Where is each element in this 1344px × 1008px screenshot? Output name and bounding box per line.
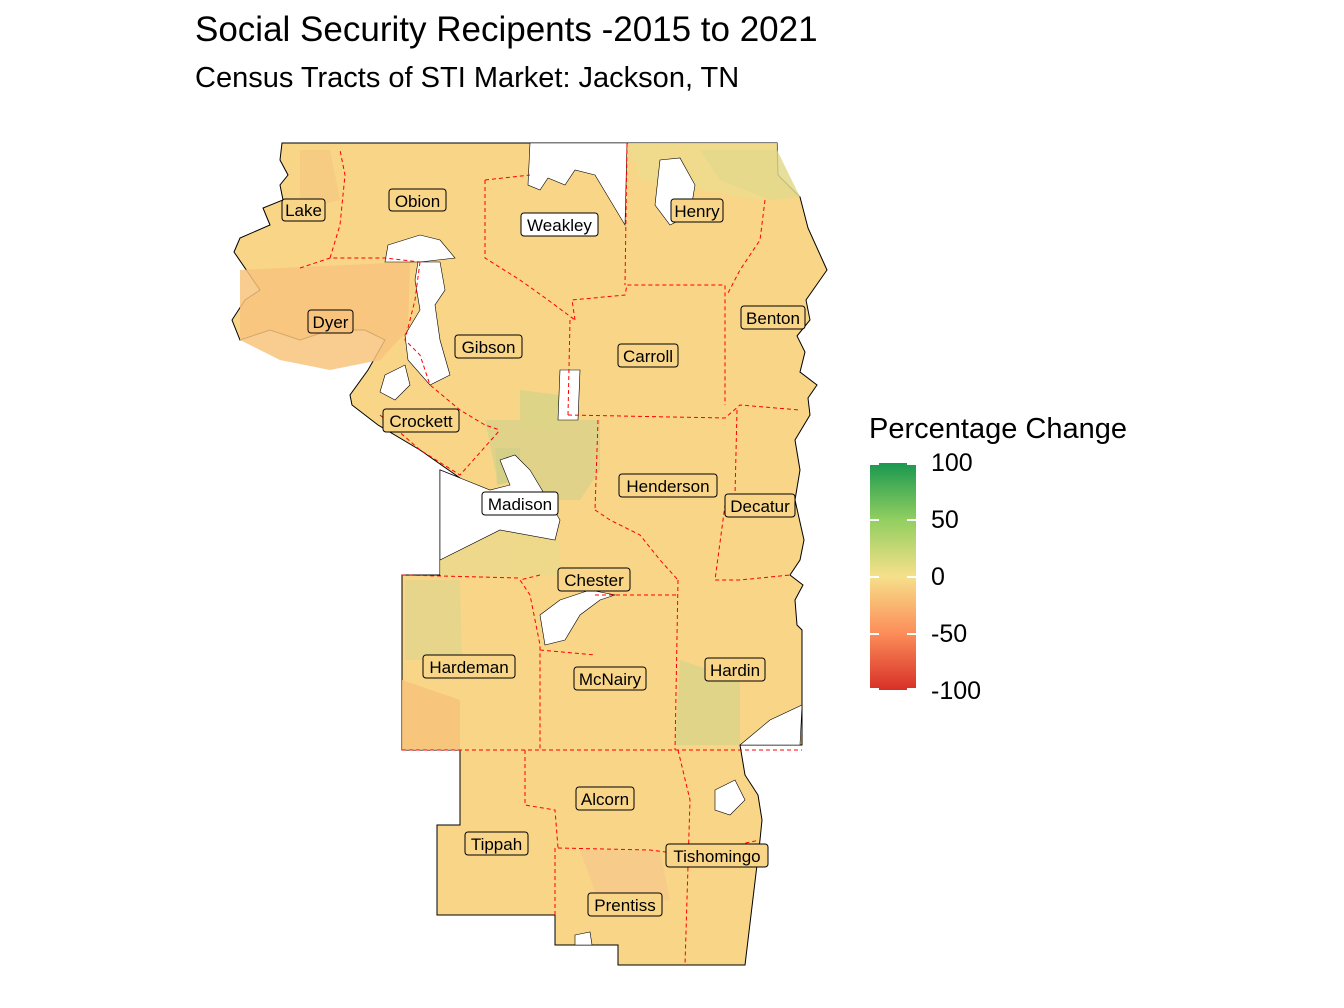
county-label-gibson: Gibson — [454, 334, 523, 359]
county-label-tippah: Tippah — [464, 831, 529, 856]
county-name: Henderson — [626, 477, 709, 496]
county-label-crockett: Crockett — [382, 408, 460, 433]
legend-tick — [907, 576, 916, 578]
chart-title: Social Security Recipents -2015 to 2021 — [195, 10, 818, 49]
county-label-dyer: Dyer — [307, 309, 354, 334]
county-label-weakley: Weakley — [520, 212, 599, 237]
legend-tick — [907, 463, 916, 465]
county-label-obion: Obion — [388, 188, 447, 212]
county-name: Tishomingo — [673, 847, 760, 866]
legend-tick — [907, 633, 916, 635]
county-name: Chester — [564, 571, 624, 590]
county-label-carroll: Carroll — [617, 343, 679, 368]
legend-tick-label: 50 — [931, 506, 959, 534]
chart-subtitle: Census Tracts of STI Market: Jackson, TN — [195, 62, 740, 94]
county-name: Crockett — [389, 412, 453, 431]
county-label-madison: Madison — [481, 491, 559, 516]
county-name: Decatur — [730, 497, 790, 516]
county-name: Dyer — [313, 313, 349, 332]
county-name: Henry — [674, 202, 720, 221]
county-label-henry: Henry — [670, 198, 724, 223]
legend-tick — [907, 688, 916, 690]
legend-tick — [870, 519, 879, 521]
county-label-benton: Benton — [740, 305, 806, 330]
legend-tick-label: 100 — [931, 449, 973, 477]
legend-tick — [870, 576, 879, 578]
county-name: Hardeman — [429, 658, 508, 677]
county-label-hardin: Hardin — [704, 657, 766, 682]
county-label-prentiss: Prentiss — [587, 892, 663, 917]
county-label-mcnairy: McNairy — [573, 666, 647, 691]
county-label-alcorn: Alcorn — [575, 786, 635, 811]
county-label-decatur: Decatur — [724, 493, 796, 518]
county-name: Madison — [488, 495, 552, 514]
county-name: Lake — [285, 201, 322, 220]
legend-tick-label: 0 — [931, 563, 945, 591]
legend-tick — [870, 463, 879, 465]
legend-tick-label: -100 — [931, 677, 982, 705]
county-name: Tippah — [471, 835, 522, 854]
county-name: Obion — [395, 192, 440, 211]
legend-tick — [907, 519, 916, 521]
county-labels: Lake Obion Weakley Henry Dyer Gibson Car… — [281, 188, 806, 917]
county-name: Alcorn — [581, 790, 629, 809]
county-label-hardeman: Hardeman — [422, 654, 516, 679]
county-label-lake: Lake — [281, 198, 326, 222]
legend-tick — [870, 633, 879, 635]
county-name: Hardin — [710, 661, 760, 680]
legend-tick — [870, 688, 879, 690]
county-name: Weakley — [527, 216, 592, 235]
county-name: Prentiss — [594, 896, 655, 915]
county-name: McNairy — [579, 670, 642, 689]
county-name: Gibson — [462, 338, 516, 357]
legend-title: Percentage Change — [869, 413, 1127, 445]
legend-tick-label: -50 — [931, 620, 968, 648]
county-label-chester: Chester — [557, 567, 631, 592]
county-label-tishomingo: Tishomingo — [665, 843, 769, 868]
county-name: Benton — [746, 309, 800, 328]
county-boundaries — [299, 142, 802, 966]
county-name: Carroll — [623, 347, 673, 366]
county-label-henderson: Henderson — [618, 473, 718, 498]
